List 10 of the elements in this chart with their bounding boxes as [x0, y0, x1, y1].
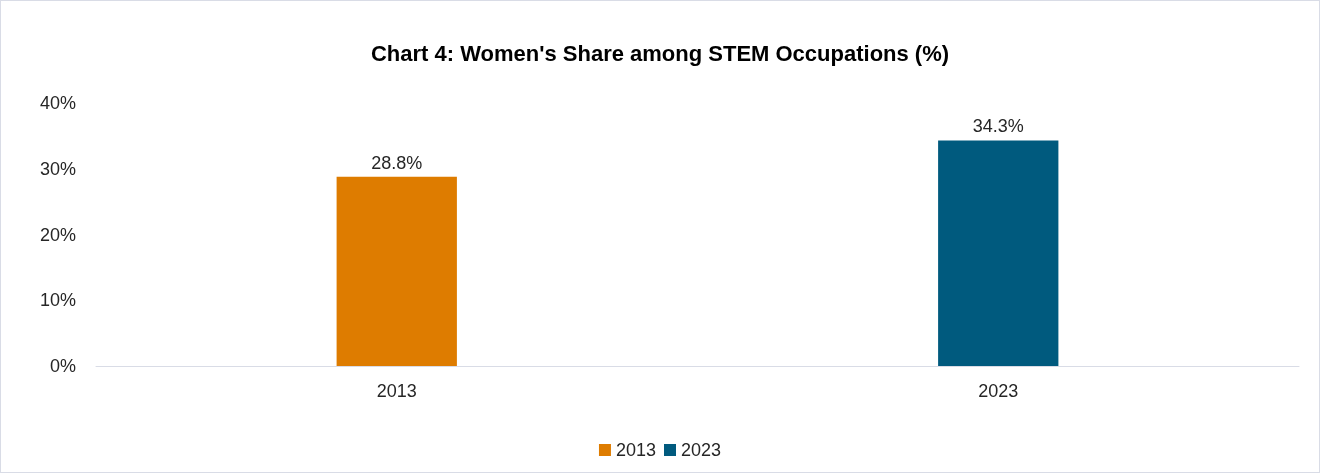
- y-tick-label: 10%: [39, 290, 76, 311]
- chart-title: Chart 4: Women's Share among STEM Occupations (%): [370, 40, 950, 66]
- data-label: 28.8%: [371, 152, 423, 173]
- legend-label: 2023: [681, 440, 722, 460]
- legend-label: 2013: [615, 440, 656, 460]
- data-label: 34.3%: [972, 116, 1024, 137]
- y-tick-label: 0%: [49, 356, 76, 376]
- y-tick-label: 30%: [39, 158, 76, 179]
- y-tick-label: 40%: [39, 93, 76, 113]
- y-tick-label: 20%: [39, 224, 76, 245]
